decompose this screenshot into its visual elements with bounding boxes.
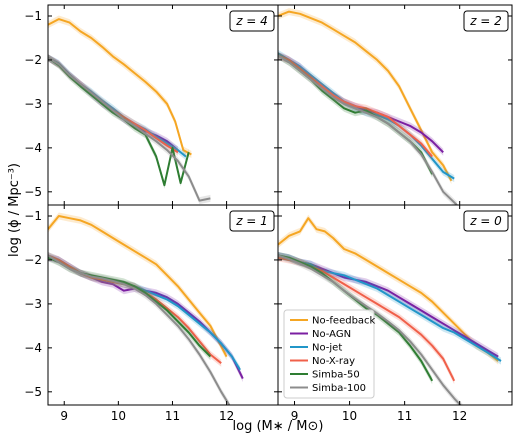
redshift-label: z = 0	[469, 214, 502, 228]
x-tick-label: 11	[397, 409, 412, 423]
redshift-label-box	[463, 210, 509, 232]
legend-box	[283, 309, 375, 399]
legend-label-no-x-ray: No-X-ray	[312, 356, 355, 367]
series-group	[48, 15, 211, 205]
series-line-no-feedback	[278, 10, 453, 182]
y-tick-label: −2	[24, 53, 42, 67]
x-tick-label: 10	[111, 409, 126, 423]
series-line-simba-100	[48, 254, 231, 405]
x-axis-label: log (M∗ / M⊙)	[233, 419, 324, 434]
legend-label-no-agn: No-AGN	[312, 329, 351, 340]
series-band-no-feedback	[48, 15, 192, 158]
y-tick-label: −2	[24, 253, 42, 267]
legend-label-no-jet: No-jet	[312, 343, 342, 354]
y-tick-label: −4	[24, 341, 42, 355]
y-tick-label: −1	[24, 209, 42, 223]
y-tick-label: −1	[24, 9, 42, 23]
series-group	[278, 214, 502, 405]
y-tick-label: −5	[24, 385, 42, 399]
redshift-label: z = 4	[235, 14, 268, 28]
series-band-no-x-ray	[48, 252, 222, 367]
series-line-no-jet	[278, 254, 502, 362]
y-tick-label: −4	[24, 141, 42, 155]
series-line-simba-100	[278, 54, 458, 205]
redshift-label: z = 2	[469, 14, 502, 28]
legend: No-feedback No-AGN No-jet No-X-ray Simba-50 S…	[283, 309, 376, 399]
series-line-no-feedback	[48, 215, 228, 358]
x-tick-label: 12	[219, 409, 234, 423]
series-line-simba-100	[48, 56, 211, 202]
x-tick-label: 9	[60, 409, 68, 423]
y-tick-label: −3	[24, 297, 42, 311]
panel-grid: −1 −2 −3 −4 −5 z = 4 z = 2 9 10 11 12 −1 −2 −3 −4 −5 z =…	[24, 4, 513, 423]
series-line-no-x-ray	[278, 54, 433, 158]
y-tick-label: −5	[24, 185, 42, 199]
series-line-no-feedback	[278, 217, 499, 362]
redshift-label-box	[229, 210, 275, 232]
panel-frame	[277, 4, 513, 206]
x-tick-label: 11	[165, 409, 180, 423]
x-tick-label: 9	[291, 409, 299, 423]
legend-label-no-feedback: No-feedback	[312, 316, 376, 327]
redshift-label: z = 1	[235, 214, 268, 228]
panel-3: 9 10 11 12 z = 0	[277, 204, 513, 423]
x-tick-label: 12	[452, 409, 467, 423]
y-tick-label: −3	[24, 97, 42, 111]
redshift-label-box	[229, 10, 275, 32]
x-tick-label: 10	[342, 409, 357, 423]
panel-1: z = 2	[277, 4, 513, 206]
legend-label-simba-50: Simba-50	[312, 370, 360, 381]
panel-2: 9 10 11 12 −1 −2 −3 −4 −5 z = 1	[24, 204, 279, 423]
legend-label-simba-100: Simba-100	[312, 383, 366, 394]
series-group	[278, 8, 458, 205]
panel-0: −1 −2 −3 −4 −5 z = 4	[24, 4, 279, 206]
series-group	[48, 212, 244, 405]
y-axis-label: log (ϕ / Mpc⁻³)	[7, 163, 22, 257]
series-line-no-feedback	[48, 18, 192, 156]
series-band-simba-100	[48, 252, 230, 405]
panel-frame	[277, 204, 513, 406]
redshift-label-box	[463, 10, 509, 32]
